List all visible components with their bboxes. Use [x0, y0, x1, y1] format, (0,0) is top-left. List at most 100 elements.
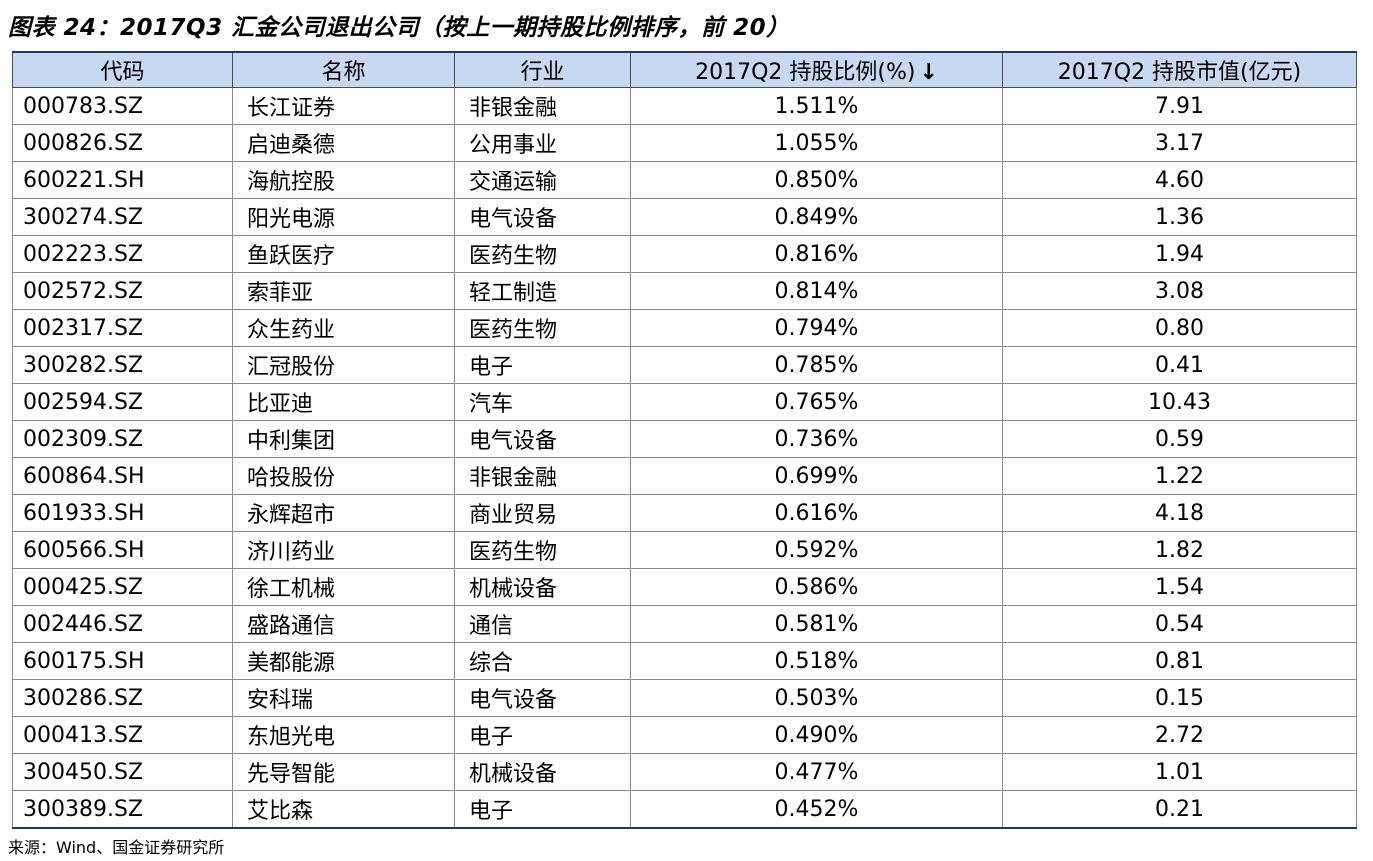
figure-title: 图表 24：2017Q3 汇金公司退出公司（按上一期持股比例排序，前 20）: [8, 15, 790, 41]
table-row: 002572.SZ 索菲亚 轻工制造 0.814% 3.08: [12, 272, 1357, 310]
cell-code: 000425.SZ: [12, 568, 233, 606]
cell-code: 002594.SZ: [12, 383, 233, 421]
cell-holding-value: 3.08: [1002, 272, 1357, 310]
table-row: 000826.SZ 启迪桑德 公用事业 1.055% 3.17: [12, 124, 1357, 162]
cell-code: 600221.SH: [12, 161, 233, 199]
cell-holding-ratio: 0.452%: [630, 790, 1003, 829]
cell-industry: 电气设备: [454, 679, 631, 717]
cell-industry: 汽车: [454, 383, 631, 421]
cell-name: 哈投股份: [232, 457, 455, 495]
cell-industry: 医药生物: [454, 309, 631, 347]
cell-code: 002223.SZ: [12, 235, 233, 273]
cell-holding-value: 0.41: [1002, 346, 1357, 384]
cell-holding-value: 1.01: [1002, 753, 1357, 791]
table-row: 600864.SH 哈投股份 非银金融 0.699% 1.22: [12, 457, 1357, 495]
table-row: 300286.SZ 安科瑞 电气设备 0.503% 0.15: [12, 679, 1357, 717]
table-row: 601933.SH 永辉超市 商业贸易 0.616% 4.18: [12, 494, 1357, 532]
cell-industry: 电气设备: [454, 198, 631, 236]
header-industry: 行业: [454, 51, 631, 88]
cell-code: 000783.SZ: [12, 87, 233, 125]
cell-holding-value: 0.15: [1002, 679, 1357, 717]
table-row: 600566.SH 济川药业 医药生物 0.592% 1.82: [12, 531, 1357, 569]
cell-holding-value: 2.72: [1002, 716, 1357, 754]
cell-industry: 非银金融: [454, 457, 631, 495]
cell-industry: 综合: [454, 642, 631, 680]
cell-holding-ratio: 0.794%: [630, 309, 1003, 347]
cell-name: 济川药业: [232, 531, 455, 569]
cell-holding-ratio: 1.055%: [630, 124, 1003, 162]
cell-holding-ratio: 0.699%: [630, 457, 1003, 495]
cell-holding-ratio: 0.490%: [630, 716, 1003, 754]
cell-holding-ratio: 0.581%: [630, 605, 1003, 643]
cell-holding-value: 1.82: [1002, 531, 1357, 569]
cell-industry: 机械设备: [454, 568, 631, 606]
cell-holding-value: 3.17: [1002, 124, 1357, 162]
header-name: 名称: [232, 51, 455, 88]
sort-arrow-icon: ↓: [919, 60, 938, 85]
cell-holding-value: 4.60: [1002, 161, 1357, 199]
cell-industry: 医药生物: [454, 235, 631, 273]
cell-holding-ratio: 0.816%: [630, 235, 1003, 273]
cell-holding-value: 1.54: [1002, 568, 1357, 606]
cell-industry: 非银金融: [454, 87, 631, 125]
cell-holding-ratio: 0.616%: [630, 494, 1003, 532]
header-holding-ratio-label: 2017Q2 持股比例(%): [695, 60, 916, 85]
cell-industry: 电子: [454, 346, 631, 384]
cell-holding-ratio: 0.586%: [630, 568, 1003, 606]
cell-industry: 通信: [454, 605, 631, 643]
cell-holding-ratio: 0.518%: [630, 642, 1003, 680]
cell-holding-ratio: 0.814%: [630, 272, 1003, 310]
cell-holding-value: 0.21: [1002, 790, 1357, 829]
cell-code: 000413.SZ: [12, 716, 233, 754]
cell-holding-value: 10.43: [1002, 383, 1357, 421]
cell-name: 鱼跃医疗: [232, 235, 455, 273]
cell-name: 阳光电源: [232, 198, 455, 236]
cell-holding-ratio: 0.765%: [630, 383, 1003, 421]
cell-code: 601933.SH: [12, 494, 233, 532]
table-row: 300282.SZ 汇冠股份 电子 0.785% 0.41: [12, 346, 1357, 384]
header-holding-value: 2017Q2 持股市值(亿元): [1002, 51, 1357, 88]
cell-holding-value: 0.59: [1002, 420, 1357, 458]
cell-code: 002309.SZ: [12, 420, 233, 458]
cell-name: 先导智能: [232, 753, 455, 791]
cell-name: 美都能源: [232, 642, 455, 680]
cell-name: 索菲亚: [232, 272, 455, 310]
cell-industry: 公用事业: [454, 124, 631, 162]
cell-name: 启迪桑德: [232, 124, 455, 162]
table-header-row: 代码 名称 行业 2017Q2 持股比例(%) ↓ 2017Q2 持股市值(亿元): [12, 51, 1357, 88]
cell-holding-value: 1.94: [1002, 235, 1357, 273]
cell-name: 艾比森: [232, 790, 455, 829]
cell-code: 300450.SZ: [12, 753, 233, 791]
cell-name: 永辉超市: [232, 494, 455, 532]
cell-holding-value: 1.22: [1002, 457, 1357, 495]
source-note: 来源：Wind、国金证券研究所: [8, 838, 225, 857]
table-row: 000413.SZ 东旭光电 电子 0.490% 2.72: [12, 716, 1357, 754]
cell-industry: 轻工制造: [454, 272, 631, 310]
cell-code: 002446.SZ: [12, 605, 233, 643]
cell-holding-ratio: 1.511%: [630, 87, 1003, 125]
cell-holding-ratio: 0.477%: [630, 753, 1003, 791]
cell-name: 安科瑞: [232, 679, 455, 717]
cell-code: 300286.SZ: [12, 679, 233, 717]
table-row: 002317.SZ 众生药业 医药生物 0.794% 0.80: [12, 309, 1357, 347]
table-row: 002309.SZ 中利集团 电气设备 0.736% 0.59: [12, 420, 1357, 458]
cell-code: 002572.SZ: [12, 272, 233, 310]
cell-industry: 电气设备: [454, 420, 631, 458]
table-row: 600175.SH 美都能源 综合 0.518% 0.81: [12, 642, 1357, 680]
cell-holding-ratio: 0.736%: [630, 420, 1003, 458]
cell-industry: 机械设备: [454, 753, 631, 791]
cell-holding-value: 0.81: [1002, 642, 1357, 680]
cell-holding-value: 7.91: [1002, 87, 1357, 125]
cell-code: 300389.SZ: [12, 790, 233, 829]
cell-name: 中利集团: [232, 420, 455, 458]
cell-holding-value: 1.36: [1002, 198, 1357, 236]
table-row: 300450.SZ 先导智能 机械设备 0.477% 1.01: [12, 753, 1357, 791]
header-holding-ratio: 2017Q2 持股比例(%) ↓: [630, 51, 1003, 88]
cell-industry: 交通运输: [454, 161, 631, 199]
cell-code: 300282.SZ: [12, 346, 233, 384]
table-row: 600221.SH 海航控股 交通运输 0.850% 4.60: [12, 161, 1357, 199]
cell-name: 众生药业: [232, 309, 455, 347]
cell-holding-value: 4.18: [1002, 494, 1357, 532]
table-row: 002594.SZ 比亚迪 汽车 0.765% 10.43: [12, 383, 1357, 421]
cell-code: 600175.SH: [12, 642, 233, 680]
